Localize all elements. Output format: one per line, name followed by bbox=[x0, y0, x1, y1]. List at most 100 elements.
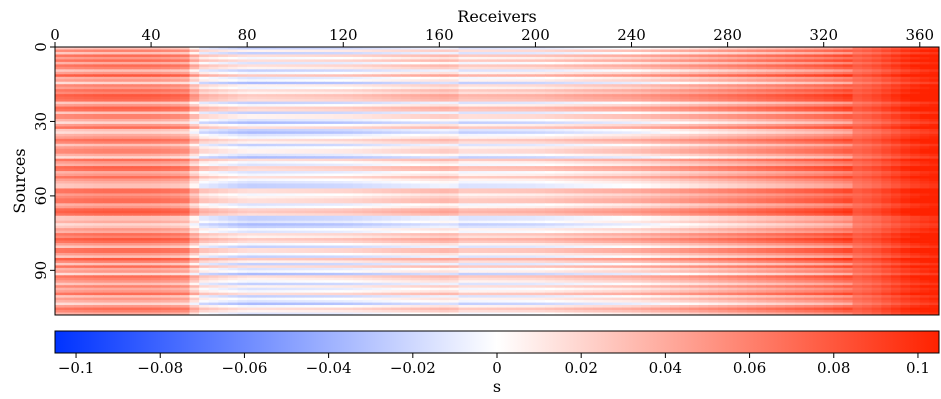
heatmap-cell bbox=[890, 121, 902, 125]
heatmap-cell bbox=[400, 84, 412, 88]
heatmap-cell bbox=[535, 86, 546, 90]
heatmap-cell bbox=[400, 66, 412, 70]
heatmap-cell bbox=[679, 171, 690, 174]
heatmap-cell bbox=[641, 138, 652, 142]
heatmap-cell bbox=[343, 59, 354, 63]
heatmap-cell bbox=[785, 148, 796, 152]
heatmap-cell bbox=[621, 99, 633, 102]
heatmap-cell bbox=[919, 47, 930, 50]
heatmap-cell bbox=[141, 158, 152, 162]
heatmap-cell bbox=[794, 146, 806, 150]
heatmap-cell bbox=[881, 94, 892, 98]
heatmap-cell bbox=[727, 146, 738, 150]
heatmap-cell bbox=[660, 101, 671, 105]
heatmap-cell bbox=[304, 158, 316, 162]
heatmap-cell bbox=[131, 158, 143, 162]
heatmap-cell bbox=[842, 79, 854, 83]
heatmap-cell bbox=[833, 49, 844, 53]
heatmap-cell bbox=[737, 146, 748, 150]
heatmap-cell bbox=[324, 71, 335, 75]
heatmap-cell bbox=[862, 178, 873, 182]
heatmap-cell bbox=[573, 171, 585, 174]
heatmap-cell bbox=[381, 84, 392, 88]
heatmap-cell bbox=[814, 81, 825, 85]
heatmap-cell bbox=[74, 151, 85, 155]
heatmap-cell bbox=[420, 74, 431, 78]
heatmap-cell bbox=[910, 96, 921, 100]
heatmap-cell bbox=[189, 99, 200, 102]
heatmap-cell bbox=[112, 131, 123, 135]
heatmap-cell bbox=[122, 153, 133, 157]
heatmap-cell bbox=[285, 51, 296, 55]
heatmap-cell bbox=[852, 49, 863, 53]
heatmap-cell bbox=[890, 99, 902, 102]
heatmap-cell bbox=[737, 56, 748, 60]
heatmap-cell bbox=[247, 59, 258, 63]
heatmap-cell bbox=[410, 76, 421, 80]
heatmap-cell bbox=[525, 84, 537, 88]
heatmap-cell bbox=[698, 178, 709, 182]
heatmap-cell bbox=[929, 123, 939, 127]
heatmap-cell bbox=[208, 51, 219, 55]
heatmap-cell bbox=[573, 158, 585, 162]
heatmap-cell bbox=[189, 111, 200, 115]
heatmap-cell bbox=[266, 86, 277, 90]
heatmap-cell bbox=[256, 91, 267, 95]
heatmap-cell bbox=[631, 114, 642, 117]
heatmap-cell bbox=[698, 79, 709, 83]
heatmap-cell bbox=[727, 118, 738, 122]
heatmap-cell bbox=[103, 131, 114, 135]
heatmap-cell bbox=[564, 69, 575, 73]
heatmap-cell bbox=[103, 86, 114, 90]
heatmap-cell bbox=[842, 86, 854, 90]
heatmap-cell bbox=[650, 81, 661, 85]
heatmap-cell bbox=[554, 173, 565, 177]
heatmap-cell bbox=[141, 128, 152, 132]
heatmap-cell bbox=[400, 138, 412, 142]
heatmap-cell bbox=[468, 176, 479, 179]
heatmap-cell bbox=[746, 99, 758, 102]
heatmap-cell bbox=[804, 86, 815, 90]
heatmap-cell bbox=[122, 168, 133, 172]
heatmap-cell bbox=[842, 123, 854, 127]
heatmap-cell bbox=[516, 59, 527, 63]
heatmap-cell bbox=[227, 74, 239, 78]
heatmap-cell bbox=[525, 118, 537, 122]
heatmap-cell bbox=[506, 86, 517, 90]
heatmap-cell bbox=[112, 166, 123, 169]
heatmap-cell bbox=[766, 143, 777, 147]
heatmap-cell bbox=[583, 156, 594, 160]
heatmap-cell bbox=[304, 173, 316, 177]
heatmap-cell bbox=[55, 153, 66, 157]
heatmap-cell bbox=[669, 126, 681, 130]
heatmap-cell bbox=[506, 156, 517, 160]
heatmap-cell bbox=[256, 118, 267, 122]
heatmap-cell bbox=[362, 141, 373, 145]
heatmap-cell bbox=[746, 133, 758, 137]
heatmap-cell bbox=[487, 153, 498, 157]
heatmap-cell bbox=[814, 161, 825, 165]
heatmap-cell bbox=[227, 148, 239, 152]
heatmap-cell bbox=[304, 104, 316, 107]
heatmap-cell bbox=[429, 79, 440, 83]
heatmap-cell bbox=[698, 101, 709, 105]
heatmap-cell bbox=[593, 104, 604, 107]
heatmap-cell bbox=[83, 148, 95, 152]
heatmap-cell bbox=[439, 133, 450, 137]
heatmap-cell bbox=[468, 156, 479, 160]
heatmap-cell bbox=[516, 131, 527, 135]
heatmap-cell bbox=[804, 128, 815, 132]
heatmap-cell bbox=[448, 66, 460, 70]
heatmap-cell bbox=[718, 54, 729, 58]
heatmap-cell bbox=[785, 71, 796, 75]
heatmap-cell bbox=[814, 138, 825, 142]
heatmap-cell bbox=[295, 126, 306, 130]
heatmap-cell bbox=[487, 109, 498, 112]
heatmap-cell bbox=[266, 91, 277, 95]
heatmap-cell bbox=[285, 61, 296, 65]
heatmap-cell bbox=[343, 71, 354, 75]
heatmap-cell bbox=[718, 81, 729, 85]
heatmap-cell bbox=[410, 133, 421, 137]
heatmap-cell bbox=[237, 86, 248, 90]
heatmap-cell bbox=[208, 176, 219, 179]
